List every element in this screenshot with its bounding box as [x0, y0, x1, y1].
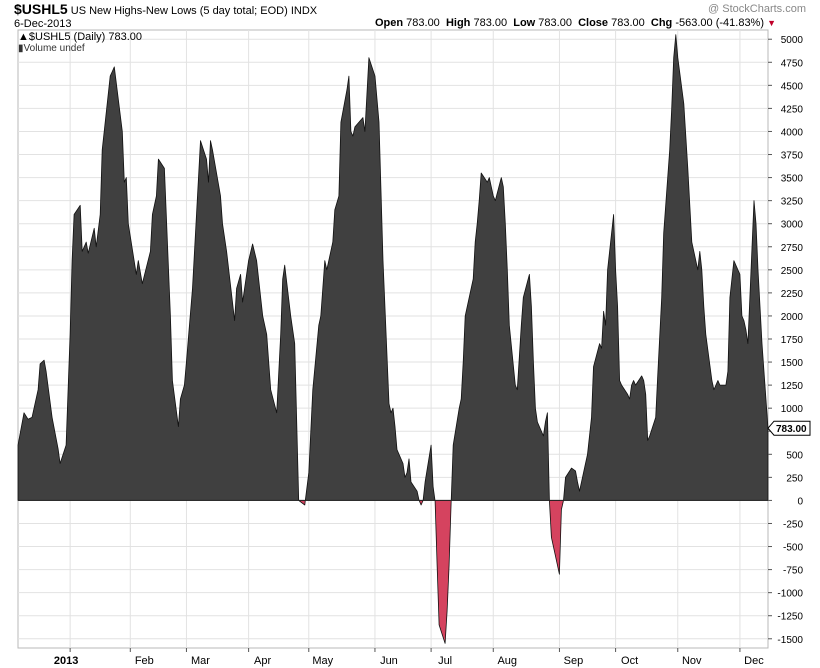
- negative-area: [434, 500, 452, 644]
- legend: ▲$USHL5 (Daily) 783.00 ▮Volume undef: [18, 31, 142, 55]
- y-tick-label: 3750: [781, 151, 804, 162]
- x-tick-label: 2013: [54, 655, 78, 667]
- symbol-description: US New Highs-New Lows (5 day total; EOD): [70, 5, 288, 17]
- volume-icon: ▮: [18, 43, 24, 54]
- y-tick-label: 500: [786, 450, 803, 461]
- y-tick-label: 4250: [781, 104, 804, 115]
- high-value: 783.00: [473, 17, 508, 29]
- x-tick-label: Feb: [135, 655, 154, 667]
- close-value: 783.00: [611, 17, 645, 29]
- y-tick-label: -750: [783, 566, 803, 577]
- last-value-box: [767, 420, 811, 436]
- watermark: @ StockCharts.com: [708, 3, 806, 15]
- y-tick-label: -250: [783, 519, 803, 530]
- x-tick-label: Sep: [564, 655, 584, 667]
- legend-series-label: $USHL5 (Daily) 783.00: [28, 31, 143, 43]
- y-tick-label: -500: [783, 543, 803, 554]
- y-tick-label: 3250: [781, 197, 804, 208]
- y-tick-label: 2250: [781, 289, 804, 300]
- y-tick-label: 5000: [781, 35, 804, 46]
- low-value: 783.00: [538, 17, 572, 29]
- x-tick-label: Mar: [191, 655, 210, 667]
- positive-area: [563, 34, 769, 501]
- positive-area: [450, 172, 550, 501]
- symbol-label: $USHL5: [14, 1, 68, 17]
- positive-area: [304, 57, 420, 501]
- y-tick-label: 2750: [781, 243, 804, 254]
- x-tick-label: Oct: [621, 655, 638, 667]
- y-tick-label: 1500: [781, 358, 804, 369]
- y-tick-label: 2000: [781, 312, 804, 323]
- y-tick-label: 3000: [781, 220, 804, 231]
- chg-value: -563.00 (-41.83%): [675, 17, 765, 29]
- positive-area: [17, 66, 300, 501]
- y-axis: -1500-1250-1000-750-500-2500250500750100…: [768, 35, 803, 646]
- y-tick-label: 4000: [781, 127, 804, 138]
- quote-bar: Open 783.00 High 783.00 Low 783.00 Close…: [375, 17, 776, 30]
- y-tick-label: -1000: [777, 589, 803, 600]
- y-tick-label: 3500: [781, 174, 804, 185]
- x-tick-label: May: [312, 655, 333, 667]
- last-value-tag: 783.00: [767, 420, 811, 436]
- x-tick-label: Dec: [744, 655, 764, 667]
- y-tick-label: 2500: [781, 266, 804, 277]
- y-tick-label: 250: [786, 473, 803, 484]
- high-label: High: [445, 17, 471, 29]
- y-tick-label: 0: [797, 496, 803, 507]
- date-label: 6-Dec-2013: [14, 18, 72, 30]
- legend-volume-label: Volume undef: [23, 43, 85, 54]
- x-tick-label: Jul: [438, 655, 452, 667]
- exchange-label: INDX: [290, 5, 318, 17]
- x-tick-label: Nov: [682, 655, 702, 667]
- chg-label: Chg: [650, 17, 673, 29]
- y-tick-label: 1750: [781, 335, 804, 346]
- open-label: Open: [374, 17, 404, 29]
- close-label: Close: [578, 17, 609, 29]
- y-tick-label: 1000: [781, 404, 804, 415]
- series-area: [17, 34, 769, 644]
- y-tick-label: 1250: [781, 381, 804, 392]
- series-icon: ▲: [18, 31, 29, 43]
- down-triangle-icon: ▼: [767, 18, 776, 28]
- x-tick-label: Aug: [497, 655, 517, 667]
- legend-series: ▲$USHL5 (Daily) 783.00: [18, 31, 142, 43]
- chart-title: $USHL5 US New Highs-New Lows (5 day tota…: [14, 1, 318, 18]
- y-tick-label: -1500: [777, 635, 803, 646]
- y-tick-label: 4750: [781, 58, 804, 69]
- x-tick-label: Apr: [254, 655, 271, 667]
- low-label: Low: [513, 17, 536, 29]
- y-tick-label: 4500: [781, 81, 804, 92]
- legend-volume: ▮Volume undef: [18, 43, 142, 55]
- last-value-label: 783.00: [776, 424, 807, 435]
- open-value: 783.00: [406, 17, 440, 29]
- x-tick-label: Jun: [380, 655, 398, 667]
- x-axis: 2013 Feb Mar Apr May Jun Jul Aug Sep Oct Nov Dec: [54, 648, 764, 667]
- y-tick-label: -1250: [777, 612, 803, 623]
